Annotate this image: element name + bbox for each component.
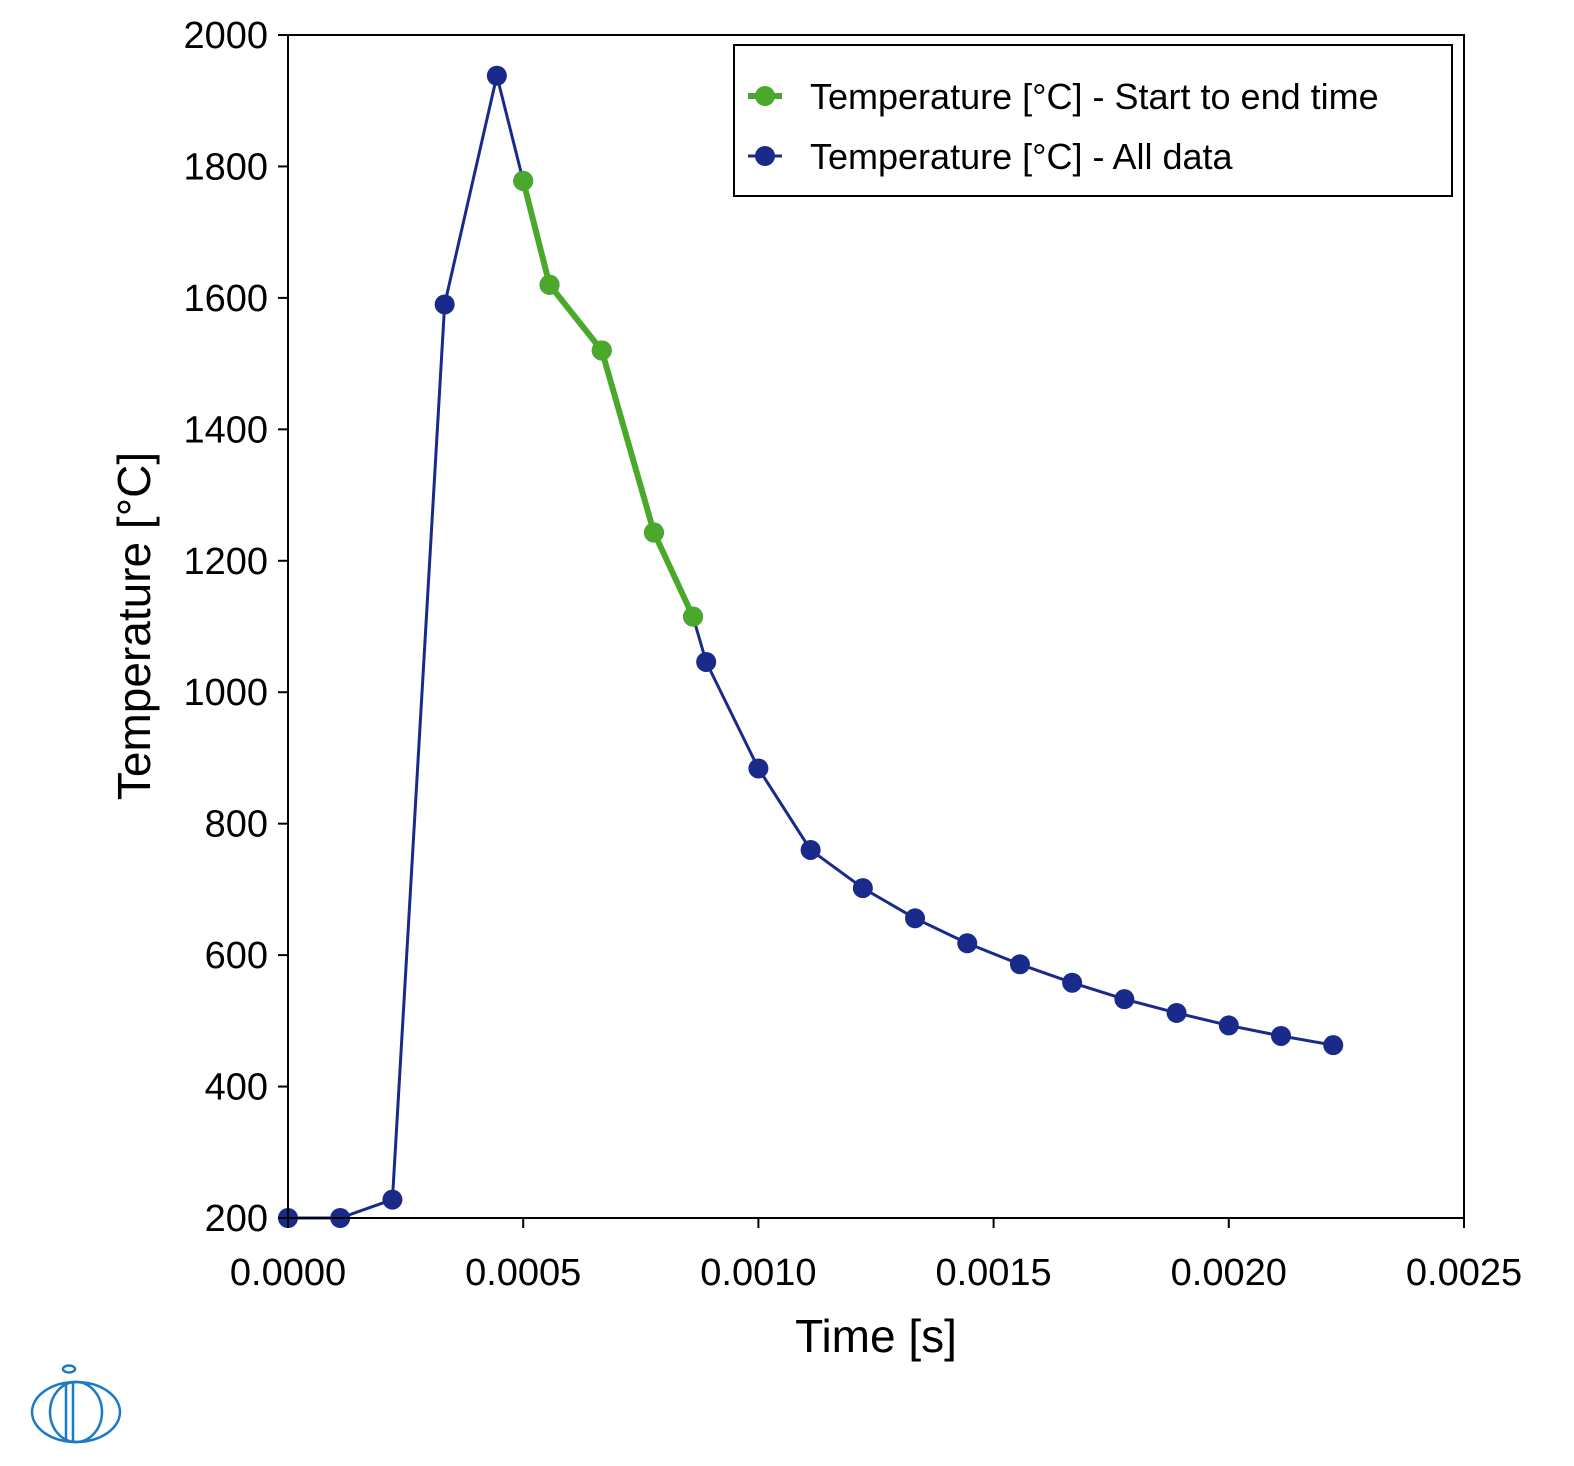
x-tick-label: 0.0015: [935, 1252, 1051, 1294]
data-point: [1323, 1035, 1344, 1056]
y-tick-label: 200: [205, 1198, 268, 1240]
legend-label-start-to-end: Temperature [°C] - Start to end time: [810, 76, 1379, 117]
x-tick-label: 0.0010: [700, 1252, 816, 1294]
y-tick-label: 1600: [183, 278, 268, 320]
data-point: [852, 878, 873, 899]
x-tick-label: 0.0000: [230, 1252, 346, 1294]
logo-dot: [61, 1364, 77, 1374]
data-point: [1009, 954, 1030, 975]
data-point: [1218, 1015, 1239, 1036]
x-tick-label: 0.0020: [1171, 1252, 1287, 1294]
data-point: [539, 274, 560, 295]
y-tick-label: 600: [205, 935, 268, 977]
y-tick-label: 2000: [183, 15, 268, 57]
y-tick-label: 1800: [183, 146, 268, 188]
logo-inner-ellipse: [48, 1380, 104, 1444]
x-axis-title: Time [s]: [795, 1310, 957, 1362]
data-point: [513, 170, 534, 191]
series-start-to-end: [513, 170, 704, 627]
y-tick-label: 1200: [183, 541, 268, 583]
legend-swatch-marker-start-to-end: [755, 86, 775, 106]
plot-frame: [287, 34, 1465, 1219]
y-tick-label: 400: [205, 1067, 268, 1109]
data-point: [696, 651, 717, 672]
data-point: [486, 65, 507, 86]
legend: Temperature [°C] - Start to end time Tem…: [733, 44, 1453, 197]
legend-box: [733, 44, 1453, 197]
data-point: [800, 839, 821, 860]
data-point: [683, 606, 704, 627]
ticks-layer: 0.0000 0.0005 0.0010 0.0015 0.0020 0.0025 200 4…: [183, 15, 1522, 1294]
data-point: [905, 908, 926, 929]
data-point: [1271, 1025, 1292, 1046]
data-point: [957, 933, 978, 954]
legend-label-all-data: Temperature [°C] - All data: [810, 136, 1234, 177]
y-tick-label: 800: [205, 804, 268, 846]
x-tick-label: 0.0005: [465, 1252, 581, 1294]
x-tick-label: 0.0025: [1406, 1252, 1522, 1294]
data-point: [1114, 989, 1135, 1010]
series-line: [288, 74, 1334, 1220]
y-tick-label: 1400: [183, 409, 268, 451]
series-layer: [278, 65, 1344, 1228]
data-point: [434, 294, 455, 315]
data-point: [748, 758, 769, 779]
data-point: [382, 1189, 403, 1210]
data-point: [591, 340, 612, 361]
series-all-data: [278, 65, 1344, 1228]
company-logo: [30, 1364, 122, 1444]
series-line: [520, 180, 696, 618]
logo-outer-ellipse: [30, 1380, 122, 1444]
data-point: [1166, 1002, 1187, 1023]
y-axis-title: Temperature [°C]: [108, 452, 160, 800]
data-point: [643, 522, 664, 543]
data-point: [1062, 972, 1083, 993]
y-tick-label: 1000: [183, 672, 268, 714]
legend-swatch-marker-all-data: [755, 146, 775, 166]
